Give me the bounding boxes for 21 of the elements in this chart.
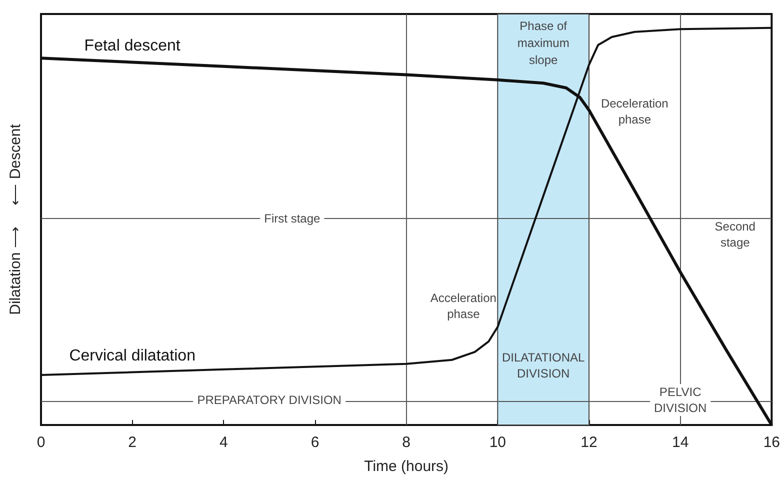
annotation: PREPARATORY DIVISION [197,392,342,407]
x-tick-label: 10 [489,434,506,451]
series-label: Fetal descent [84,38,181,55]
annotation: Deceleration phase [600,96,668,126]
annotation: First stage [264,212,320,226]
x-tick-label: 4 [219,434,228,451]
x-tick-label: 0 [36,434,46,451]
x-tick-label: 14 [672,434,689,451]
annotation: Second stage [714,219,756,250]
band-label: Phase of maximum slope [517,19,570,67]
x-tick-label: 2 [128,434,137,451]
annotation: DILATATIONAL DIVISION [502,350,585,380]
annotation: Acceleration phase [430,290,496,321]
series-label: Cervical dilatation [69,348,196,365]
x-tick-label: 6 [310,434,320,451]
x-axis-title: Time (hours) [364,458,449,475]
annotation: PELVIC DIVISION [654,384,707,415]
x-tick-label: 8 [402,434,410,451]
x-tick-label: 16 [763,434,780,451]
y-axis-title: Dilatation ⟶ ⟵ Descent [7,123,24,315]
x-tick-label: 12 [580,434,598,451]
